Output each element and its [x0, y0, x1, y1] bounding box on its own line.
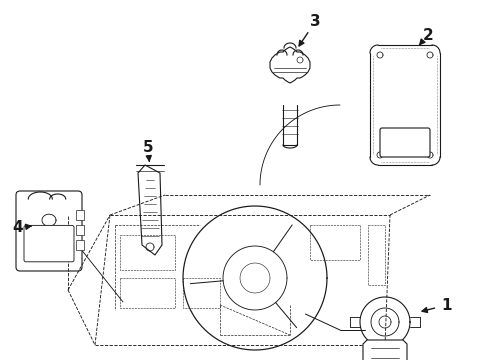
Text: 1: 1 — [442, 297, 452, 312]
Bar — [76, 240, 84, 250]
Polygon shape — [270, 47, 310, 83]
Polygon shape — [138, 165, 162, 255]
Text: 4: 4 — [13, 220, 24, 235]
Text: 5: 5 — [143, 140, 153, 156]
Bar — [76, 225, 84, 235]
Bar — [76, 210, 84, 220]
FancyBboxPatch shape — [24, 225, 74, 262]
FancyBboxPatch shape — [16, 191, 82, 271]
Text: 3: 3 — [310, 14, 320, 30]
FancyBboxPatch shape — [380, 128, 430, 157]
Polygon shape — [363, 340, 407, 360]
Text: 2: 2 — [423, 27, 433, 42]
